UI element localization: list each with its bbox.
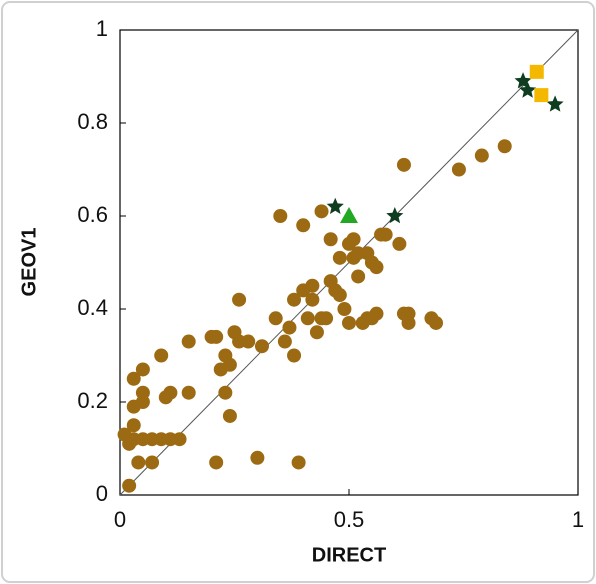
point <box>126 371 141 386</box>
point <box>369 306 384 321</box>
y-tick-label: 0.2 <box>77 388 108 413</box>
point <box>291 455 306 470</box>
point <box>342 315 356 330</box>
point <box>277 334 292 349</box>
point <box>326 197 344 214</box>
point <box>332 288 347 303</box>
point <box>401 306 416 321</box>
point <box>232 292 247 307</box>
y-tick-label: 0 <box>96 481 108 506</box>
point <box>163 385 178 400</box>
point <box>268 311 283 326</box>
point <box>451 162 466 177</box>
point <box>309 325 324 340</box>
point <box>222 357 237 372</box>
x-tick-label: 1 <box>572 507 584 532</box>
y-axis-label: GEOV1 <box>18 228 40 297</box>
point <box>529 64 544 79</box>
point <box>497 139 512 154</box>
point <box>305 278 320 293</box>
point <box>218 385 233 400</box>
point <box>332 250 347 265</box>
point <box>209 455 224 470</box>
point <box>351 269 366 284</box>
y-tick-label: 1 <box>96 16 108 41</box>
point <box>287 348 302 363</box>
point <box>340 207 358 223</box>
point <box>346 232 361 247</box>
y-tick-label: 0.6 <box>77 202 108 227</box>
point <box>131 455 146 470</box>
point <box>314 204 329 219</box>
point <box>369 260 384 275</box>
point <box>172 432 187 447</box>
point <box>534 88 549 103</box>
point <box>386 207 404 224</box>
point <box>282 320 297 335</box>
point <box>126 418 141 433</box>
point <box>323 232 338 247</box>
point <box>296 218 311 233</box>
point <box>154 348 169 363</box>
x-axis-label: DIRECT <box>312 544 386 566</box>
point <box>254 339 269 354</box>
point <box>145 455 160 470</box>
point <box>122 478 137 493</box>
point <box>135 385 150 400</box>
point <box>250 450 265 465</box>
point <box>474 148 489 163</box>
point <box>181 385 196 400</box>
point <box>378 227 393 242</box>
point <box>287 292 302 307</box>
point <box>396 157 411 172</box>
point <box>305 292 320 307</box>
point <box>209 329 224 344</box>
point <box>241 334 256 349</box>
y-tick-label: 0.8 <box>77 109 108 134</box>
point <box>135 362 150 377</box>
point <box>319 311 334 326</box>
point <box>273 209 288 223</box>
point <box>181 334 196 349</box>
x-tick-label: 0.5 <box>334 507 365 532</box>
point <box>300 311 315 326</box>
point <box>337 302 352 316</box>
point <box>546 95 564 112</box>
y-tick-label: 0.4 <box>77 295 108 320</box>
point <box>429 315 444 330</box>
point <box>392 236 407 251</box>
x-tick-label: 0 <box>114 507 126 532</box>
point <box>222 408 237 423</box>
point <box>519 81 537 98</box>
